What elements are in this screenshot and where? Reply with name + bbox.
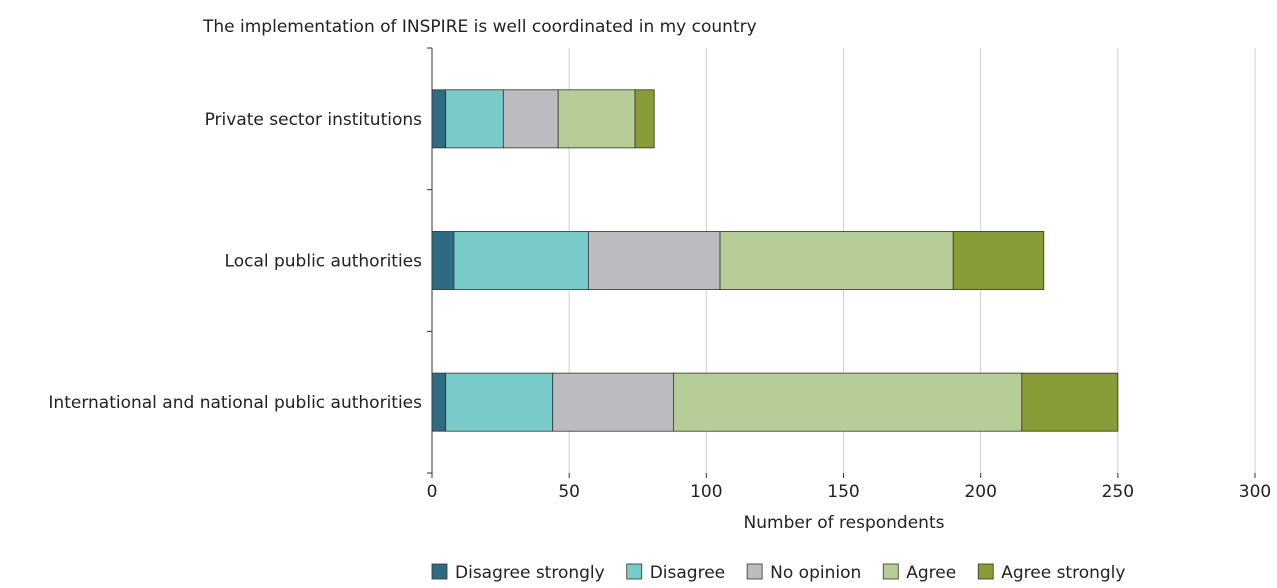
legend-swatch-no-opinion — [747, 564, 762, 579]
legend-item-disagree-strongly: Disagree strongly — [432, 563, 605, 583]
x-tick-label: 50 — [558, 482, 580, 502]
legend-label-agree: Agree — [906, 563, 956, 583]
tick-labels: 0 50 100 150 200 250 300 Private sector institu… — [48, 110, 1271, 502]
chart-title: The implementation of INSPIRE is well co… — [202, 17, 757, 37]
x-tick-label: 150 — [827, 482, 859, 502]
bar-agree-strongly-private-sector-institutions — [635, 90, 654, 148]
x-tick-label: 100 — [690, 482, 722, 502]
bar-disagree-strongly-international-and-national-public-authorities — [432, 373, 446, 431]
x-tick-label: 0 — [427, 482, 438, 502]
legend-item-disagree: Disagree — [627, 563, 725, 583]
bar-no-opinion-international-and-national-public-authorities — [553, 373, 674, 431]
legend-swatch-disagree-strongly — [432, 564, 447, 579]
bar-agree-strongly-local-public-authorities — [953, 231, 1044, 289]
bar-agree-private-sector-institutions — [558, 90, 635, 148]
bar-disagree-local-public-authorities — [454, 231, 588, 289]
bars — [432, 90, 1118, 431]
legend-swatch-disagree — [627, 564, 642, 579]
legend-item-agree: Agree — [883, 563, 956, 583]
legend-label-disagree: Disagree — [650, 563, 725, 583]
bar-agree-strongly-international-and-national-public-authorities — [1022, 373, 1118, 431]
legend: Disagree strongly Disagree No opinion Agree… — [432, 563, 1125, 583]
x-tick-label: 300 — [1239, 482, 1271, 502]
legend-label-disagree-strongly: Disagree strongly — [455, 563, 605, 583]
x-axis-label: Number of respondents — [744, 513, 945, 533]
legend-swatch-agree — [883, 564, 898, 579]
legend-item-no-opinion: No opinion — [747, 563, 861, 583]
legend-label-no-opinion: No opinion — [770, 563, 861, 583]
x-tick-label: 250 — [1102, 482, 1134, 502]
bar-agree-international-and-national-public-authorities — [673, 373, 1021, 431]
category-label-private-sector-institutions: Private sector institutions — [205, 110, 423, 130]
category-label-local-public-authorities: Local public authorities — [225, 252, 423, 272]
bar-disagree-international-and-national-public-authorities — [446, 373, 553, 431]
x-tick-label: 200 — [964, 482, 996, 502]
bar-agree-local-public-authorities — [720, 231, 953, 289]
bar-disagree-private-sector-institutions — [446, 90, 504, 148]
bar-no-opinion-local-public-authorities — [588, 231, 720, 289]
bar-no-opinion-private-sector-institutions — [503, 90, 558, 148]
bar-disagree-strongly-local-public-authorities — [432, 231, 454, 289]
bar-disagree-strongly-private-sector-institutions — [432, 90, 446, 148]
legend-label-agree-strongly: Agree strongly — [1001, 563, 1125, 583]
legend-swatch-agree-strongly — [978, 564, 993, 579]
legend-item-agree-strongly: Agree strongly — [978, 563, 1125, 583]
category-label-international-and-national-public-authorities: International and national public author… — [48, 393, 422, 413]
